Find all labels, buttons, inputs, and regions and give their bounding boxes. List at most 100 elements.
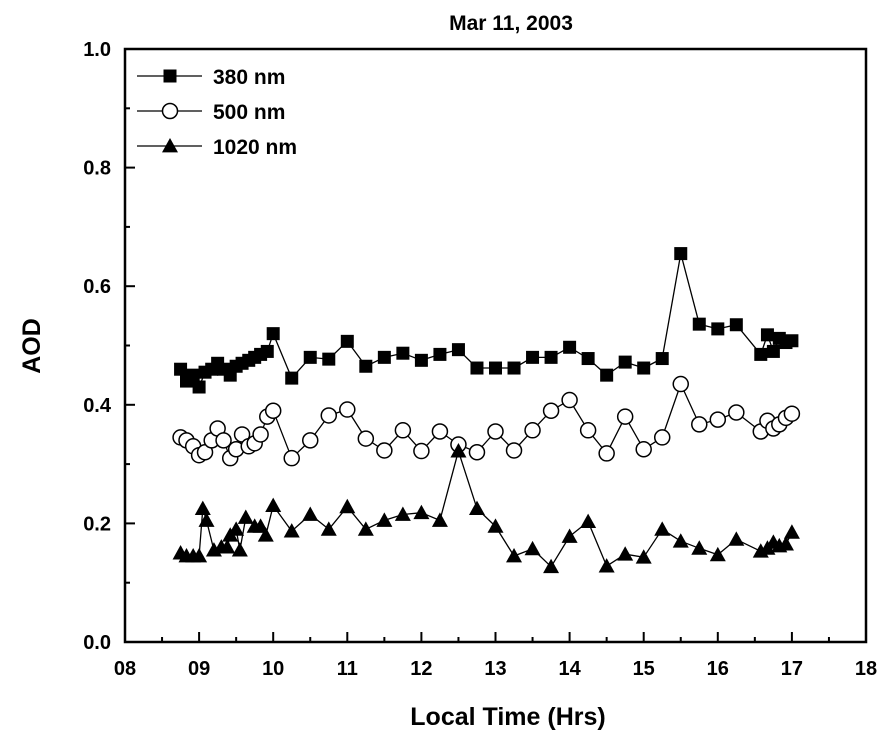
legend-marker [162,138,178,153]
data-point [470,361,484,375]
data-point [728,531,745,546]
data-point [174,362,188,376]
data-point [581,352,595,366]
data-point [785,334,799,348]
data-point [283,449,300,467]
data-point [777,536,794,551]
data-point [265,497,282,513]
data-point [219,539,236,554]
data-point [618,355,632,369]
data-point [303,350,317,364]
data-point [711,322,725,336]
y-tick-label: 0.6 [83,276,111,298]
data-point [357,521,374,536]
x-tick-label: 12 [410,658,432,680]
data-point [340,334,354,348]
data-point [237,509,254,524]
legend-marker [163,69,177,83]
data-point [563,340,577,354]
legend-label: 500 nm [213,101,285,124]
data-point [215,432,232,449]
data-point [357,430,375,447]
data-point [433,347,447,361]
x-tick-label: 13 [484,658,506,680]
data-point [692,317,706,331]
x-tick-label: 14 [558,658,581,680]
data-point [783,524,800,539]
data-point [754,347,768,361]
data-point [320,407,338,424]
data-point [285,371,299,385]
data-point [691,416,708,433]
data-point [766,344,780,358]
data-point [394,422,412,439]
data-point [674,247,688,261]
data-point [635,441,652,458]
x-tick-label: 08 [114,658,136,680]
data-point [672,375,689,393]
y-axis-label: AOD [18,318,46,374]
data-point [228,521,245,536]
data-point [431,512,448,527]
series-2 [172,443,800,574]
data-point [598,445,615,462]
data-point [260,344,274,358]
data-point [320,521,337,536]
data-point [635,549,652,564]
y-tick-label: 0.0 [83,632,111,654]
data-point [339,401,356,418]
data-point [451,343,465,357]
series-1 [172,375,801,467]
x-tick-label: 11 [337,658,358,680]
data-point [198,512,215,527]
data-point [194,500,211,515]
data-point [654,521,671,536]
y-tick-label: 0.2 [83,513,111,535]
data-point [691,540,708,555]
legend-label: 1020 nm [213,136,297,159]
series-layer [172,247,801,574]
data-point [191,548,208,563]
x-tick-label: 16 [707,658,729,680]
data-point [487,518,504,533]
data-point [598,558,615,573]
data-point [266,327,280,341]
y-tick-label: 0.8 [83,158,111,180]
chart-title: Mar 11, 2003 [449,12,573,35]
legend-label: 380 nm [213,66,285,89]
legend-item: 1020 nm [137,136,297,159]
data-point [655,352,669,366]
data-point [192,380,206,394]
data-point [359,359,373,373]
data-point [413,442,430,460]
data-point [302,432,319,449]
y-axis: 0.0 0.2 0.4 0.6 0.8 1.0 [83,39,135,654]
data-point [489,361,502,375]
data-point [413,504,430,520]
data-point [542,402,560,419]
data-point [543,558,560,574]
data-point [302,506,319,521]
data-point [322,352,336,366]
data-point [506,548,523,563]
data-point [561,391,578,409]
data-point [728,404,745,421]
x-axis: 08 09 10 11 12 13 14 15 16 17 18 [114,632,877,680]
y-tick-label: 0.4 [83,395,112,417]
x-tick-label: 09 [188,658,210,680]
legend-marker [161,102,179,120]
data-point [709,411,727,428]
data-point [672,533,689,548]
data-point [507,361,521,375]
data-point [616,408,634,425]
y-tick-label: 1.0 [83,39,111,61]
data-point [396,346,410,360]
data-point [783,405,801,422]
data-point [376,512,393,527]
data-point [729,318,743,332]
legend-item: 380 nm [137,66,285,89]
legend: 380 nm 500 nm 1020 nm [137,66,297,159]
data-point [580,513,597,529]
x-tick-label: 17 [781,658,803,680]
